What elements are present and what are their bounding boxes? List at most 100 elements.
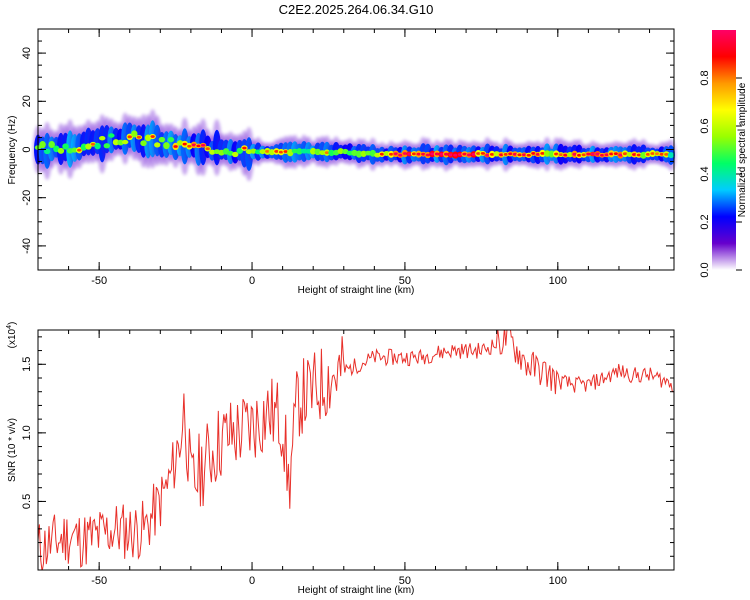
- spectrogram-peak: [154, 142, 161, 148]
- spectrogram-peak: [94, 142, 101, 150]
- spectrogram-x-tick-label: 0: [249, 275, 255, 287]
- spectrogram-peak: [71, 147, 78, 153]
- spectrogram-core: [609, 152, 614, 156]
- spectrogram-peak: [103, 143, 110, 149]
- spectrogram-peak: [140, 140, 147, 147]
- spectrogram-core: [388, 152, 394, 156]
- spectrogram-core: [517, 153, 522, 157]
- spectrogram-peak: [57, 147, 65, 154]
- colorbar-tick-label: 0.2: [699, 214, 711, 229]
- spectrogram-marks: [33, 109, 676, 182]
- spectrogram-core: [650, 152, 655, 155]
- spectrogram-peak: [108, 133, 115, 138]
- snr-ticks: -50 0 50 100 1.5 1.0 0.5: [21, 330, 674, 587]
- spectrogram-core: [200, 143, 206, 147]
- spectrogram-peak: [43, 148, 51, 155]
- spectrogram-core: [632, 153, 637, 156]
- spectrogram-core: [136, 135, 142, 139]
- spectrogram-core: [265, 149, 270, 153]
- spectrogram-peak: [163, 142, 170, 150]
- spectrogram-peak: [300, 148, 308, 154]
- spectrogram-core: [462, 152, 467, 156]
- spectrogram-core: [150, 135, 155, 138]
- snr-x-tick-label: 100: [549, 575, 567, 587]
- colorbar-tick-label: 0.8: [699, 70, 711, 85]
- spectrogram-peak: [328, 149, 335, 156]
- snr-panel: -50 0 50 100 1.5 1.0 0.5 Height of straight li…: [6, 322, 675, 596]
- spectrogram-peak: [167, 136, 175, 143]
- spectrogram-core: [430, 152, 435, 156]
- spectrogram-peak: [337, 148, 344, 155]
- spectrogram-core: [324, 151, 330, 155]
- colorbar-gradient: [712, 30, 736, 270]
- spectrogram-core: [466, 153, 472, 157]
- spectrogram-core: [283, 150, 288, 153]
- spectrogram-y-tick-label: -20: [21, 190, 33, 206]
- spectrogram-core: [434, 152, 440, 156]
- spectrogram-core: [664, 152, 669, 156]
- spectrogram-core: [77, 148, 82, 152]
- colorbar-tick-label: 0.6: [699, 118, 711, 133]
- spectrogram-panel: -50 0 50 100 40 20 0 -20 -40 Height of straight …: [7, 28, 676, 296]
- colorbar-label: Normalized spectral amplitude: [737, 82, 748, 217]
- spectrogram-core: [480, 152, 486, 155]
- spectrogram-core: [618, 153, 623, 157]
- spectrogram-y-tick-label: -40: [21, 238, 33, 254]
- spectrogram-core: [489, 152, 495, 156]
- snr-series-line: [38, 330, 674, 570]
- spectrogram-core: [205, 147, 210, 151]
- spectrogram-ticks: -50 0 50 100 40 20 0 -20 -40: [21, 28, 674, 287]
- spectrogram-core: [581, 153, 586, 157]
- spectrogram-core: [485, 153, 490, 157]
- spectrogram-core: [604, 153, 609, 157]
- svg-text:(x104): (x104): [6, 322, 18, 349]
- snr-y-axis-label: SNR (10 * v/v): [7, 418, 18, 482]
- spectrogram-peak: [548, 150, 555, 158]
- colorbar-tick-label: 0.0: [699, 262, 711, 277]
- spectrogram-core: [595, 152, 600, 156]
- colorbar-ticks: 0.0 0.2 0.4 0.6 0.8: [699, 70, 742, 278]
- spectrogram-peak: [355, 150, 363, 158]
- spectrogram-core: [526, 153, 531, 157]
- spectrogram-peak: [99, 136, 106, 141]
- spectrogram-core: [558, 153, 564, 157]
- spectrogram-core: [654, 152, 660, 156]
- spectrogram-core: [196, 144, 201, 148]
- spectrogram-y-axis-label: Frequency (Hz): [7, 116, 18, 185]
- spectrogram-core: [411, 152, 417, 156]
- spectrogram-core: [572, 152, 577, 156]
- spectrogram-core: [554, 152, 559, 156]
- spectrogram-core: [586, 152, 591, 156]
- spectrogram-core: [577, 153, 582, 157]
- spectrogram-core: [512, 152, 518, 156]
- spectrogram-core: [453, 153, 458, 157]
- spectrogram-core: [444, 152, 449, 156]
- spectrogram-x-axis-label: Height of straight line (km): [298, 285, 415, 296]
- spectrogram-core: [173, 145, 178, 148]
- snr-x-tick-label: -50: [91, 575, 107, 587]
- spectrogram-core: [503, 152, 509, 156]
- spectrogram-core: [521, 153, 527, 157]
- spectrogram-core: [402, 152, 408, 155]
- spectrogram-core: [191, 143, 197, 147]
- spectrogram-x-tick-label: 100: [549, 275, 567, 287]
- spectrogram-peak: [314, 148, 321, 156]
- spectrogram-peak: [131, 130, 138, 138]
- spectrogram-core: [457, 153, 463, 156]
- spectrogram-core: [535, 152, 541, 156]
- spectrogram-peak: [112, 139, 120, 146]
- spectrogram-y-tick-label: 20: [21, 95, 33, 107]
- spectrogram-core: [278, 150, 284, 154]
- spectrogram-peak: [296, 148, 303, 155]
- figure-title: C2E2.2025.264.06.34.G10: [279, 2, 434, 17]
- snr-y-tick-label: 1.5: [21, 357, 33, 372]
- spectrogram-core: [471, 152, 476, 156]
- spectrogram-core: [425, 153, 431, 157]
- spectrogram-peak: [626, 151, 633, 157]
- spectrogram-core: [659, 152, 664, 156]
- spectrogram-peak: [121, 139, 129, 145]
- spectrogram-peak: [80, 143, 88, 151]
- spectrogram-core: [448, 153, 453, 157]
- spectrogram-peak: [232, 151, 239, 158]
